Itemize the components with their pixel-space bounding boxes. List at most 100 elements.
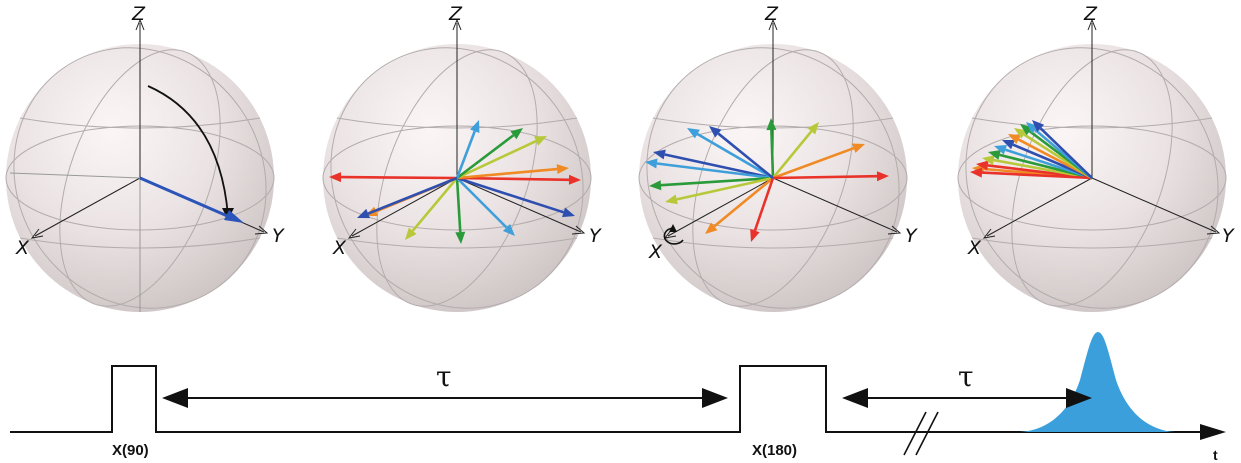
axes [347, 18, 586, 239]
spin-vector-head [357, 208, 370, 219]
spin-vector [456, 176, 570, 182]
spin-vector [1039, 127, 1093, 179]
spin-vector [456, 177, 508, 229]
spin-vector [753, 177, 775, 232]
z-axis-label: Z [131, 3, 146, 25]
spin-vector-head [970, 167, 983, 178]
y-axis-label: Y [1222, 225, 1235, 247]
spin-vector [660, 176, 774, 187]
spin-vector-head [988, 150, 1001, 160]
pulse-line [10, 365, 1200, 433]
spin-vector-head [224, 210, 244, 223]
spin-vector-head [1008, 134, 1021, 144]
spin-vector-head [852, 143, 865, 153]
spin-vector [139, 176, 233, 220]
delay-arrow-1-right-head [702, 388, 728, 408]
spin-vector [455, 177, 462, 233]
x-rotation-marker [663, 227, 684, 245]
spin-vector-head [994, 144, 1007, 155]
time-axis-arrow-head [1200, 424, 1226, 440]
bloch-sphere-4: Z X Y [957, 3, 1235, 312]
rotation-arrow [147, 85, 229, 217]
spin-vector-head [807, 122, 819, 135]
spin-vector [455, 130, 476, 179]
spin-vector-head [1032, 120, 1045, 132]
spin-vector-head [1026, 122, 1039, 134]
spin-vector [456, 167, 558, 180]
x-axis-label: X [967, 237, 982, 259]
spin-vector-head [1014, 128, 1027, 139]
spin-vector-head [534, 136, 547, 146]
spin-vector-head [1002, 140, 1015, 150]
vector-fan [645, 118, 889, 242]
spin-vector [772, 146, 855, 180]
spin-vector-head [455, 231, 466, 244]
delay-arrow-2-right-head [1066, 388, 1092, 408]
spin-vector-head [502, 223, 515, 236]
y-axis-label: Y [589, 225, 602, 247]
pulse-2-label: X(180) [752, 442, 797, 459]
x-axis-label: X [648, 241, 663, 263]
spin-vector [696, 132, 774, 180]
spin-vector [770, 129, 775, 179]
spin-vector [772, 174, 878, 180]
y-axis-label: Y [905, 225, 918, 247]
vector-fan [329, 120, 581, 244]
spin-vector-head [705, 222, 718, 234]
spin-vector-head [665, 194, 678, 205]
spin-vector [676, 176, 774, 201]
axis-break-left [903, 411, 927, 456]
pulse-1-label: X(90) [112, 442, 149, 459]
delay-2-label: τ [958, 360, 974, 393]
spin-vector [456, 134, 515, 180]
spin-vector [340, 175, 458, 180]
spin-vector-head [766, 118, 777, 131]
axes [982, 18, 1221, 239]
spin-vector-head [645, 158, 658, 169]
spin-vector [717, 132, 774, 180]
delay-arrow-1-left-head [162, 388, 188, 408]
spin-vector [656, 162, 774, 180]
x-axis-label: X [332, 237, 347, 259]
spin-vector-head [510, 128, 523, 140]
spin-vector-head [687, 128, 700, 139]
delay-1-label: τ [436, 360, 452, 393]
spin-vector [981, 171, 1093, 180]
z-axis-label: Z [764, 3, 779, 25]
spin-vector [664, 153, 774, 180]
z-axis-label: Z [448, 3, 463, 25]
spin-vector-head [876, 171, 889, 182]
spin-vector-head [653, 149, 666, 160]
spin-vector-head [709, 126, 722, 138]
time-axis-label: t [1213, 447, 1218, 463]
y-axis-label: Y [272, 225, 285, 247]
spin-vector-head [750, 229, 760, 242]
x-axis-label: X [15, 237, 30, 259]
x-rotation-marker-head [669, 224, 677, 232]
bloch-sphere-3: Z X Y [638, 3, 918, 312]
spin-vector-head [470, 120, 480, 133]
spin-vector [456, 176, 564, 214]
spin-vector [411, 177, 458, 232]
spin-vector-head [556, 164, 569, 175]
vector-fan [970, 120, 1093, 180]
spin-vector-head [329, 172, 342, 183]
spin-vector-head [982, 155, 995, 166]
spin-vector [367, 176, 458, 215]
spin-vector [713, 176, 774, 228]
spin-vector-head [649, 180, 662, 191]
delay-arrow-2-left-head [842, 388, 868, 408]
spin-vector-head [976, 160, 989, 171]
axis-break-right [915, 411, 939, 456]
spin-vector-head [568, 174, 581, 185]
z-axis-label: Z [1083, 3, 1098, 25]
echo-signal [1020, 332, 1175, 432]
spin-vector [456, 139, 537, 180]
bloch-sphere-2: Z X Y [322, 3, 602, 312]
pulse-sequence: τ τ X(90) X(180) t [10, 332, 1226, 463]
spin-vector [771, 130, 813, 179]
spin-vector-head [405, 227, 417, 240]
bloch-sphere-1: Z X Y [5, 3, 285, 312]
spin-vector-head [562, 207, 575, 218]
